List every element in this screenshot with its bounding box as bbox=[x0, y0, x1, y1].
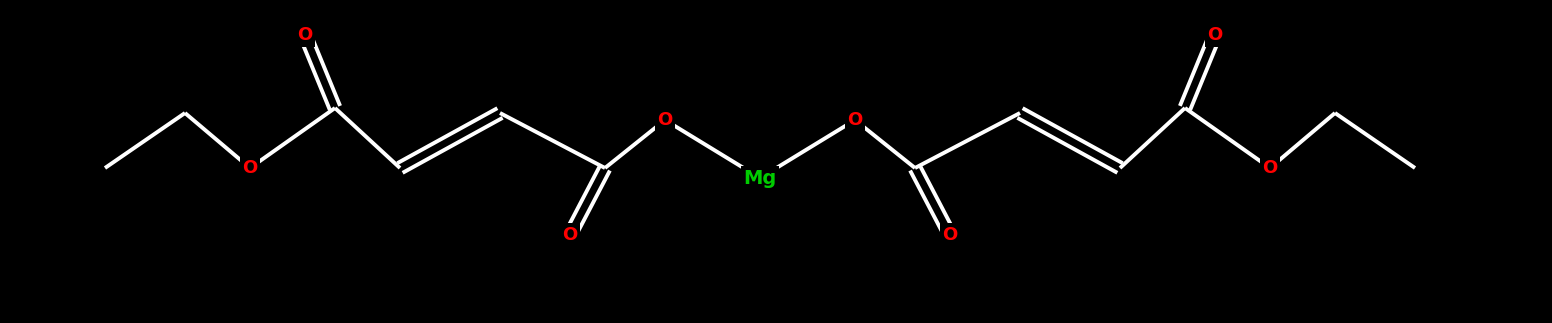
Text: O: O bbox=[1262, 159, 1277, 177]
Text: O: O bbox=[847, 111, 863, 129]
Text: O: O bbox=[942, 226, 958, 244]
Text: O: O bbox=[562, 226, 577, 244]
Text: O: O bbox=[658, 111, 672, 129]
Text: Mg: Mg bbox=[743, 169, 776, 187]
Text: O: O bbox=[242, 159, 258, 177]
Text: O: O bbox=[1207, 26, 1223, 44]
Text: O: O bbox=[298, 26, 312, 44]
